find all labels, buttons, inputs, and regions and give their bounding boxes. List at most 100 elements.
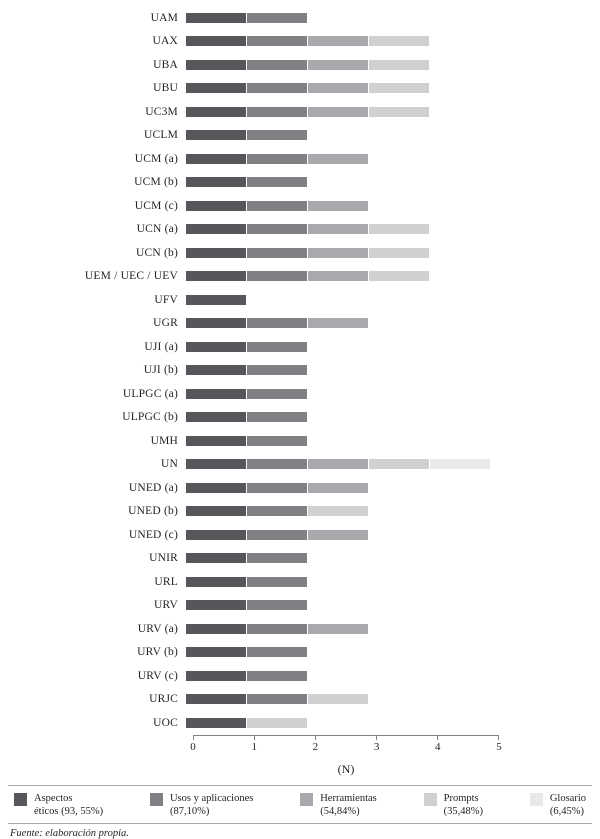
bar-segment-aspectos-eticos (186, 224, 247, 235)
x-axis-label: (N) (337, 761, 355, 776)
bar-segment-usos-y-aplicaciones (247, 365, 308, 376)
bar-segment-usos-y-aplicaciones (247, 435, 308, 446)
bar-segment-aspectos-eticos (186, 670, 247, 681)
bar-segment-usos-y-aplicaciones (247, 36, 308, 47)
bar-segment-prompts (308, 506, 369, 517)
row-label: UJI (a) (144, 340, 178, 353)
bar-segment-aspectos-eticos (186, 412, 247, 423)
legend-swatch-prompts (423, 792, 437, 806)
stacked-bar (186, 294, 247, 305)
chart-row: URV (a) (0, 617, 600, 641)
chart-row: UJI (b) (0, 359, 600, 383)
bar-segment-prompts (369, 59, 430, 70)
legend-swatch-herramientas (300, 792, 314, 806)
chart-row: UBA (0, 53, 600, 77)
bar-segment-herramientas (308, 153, 369, 164)
chart-row: URV (b) (0, 641, 600, 665)
tick-label: 5 (496, 740, 502, 753)
row-label: URV (a) (137, 622, 178, 635)
tick-mark (192, 735, 194, 740)
legend-item: Glosario (6,45%) (529, 792, 586, 818)
bar-segment-aspectos-eticos (186, 294, 247, 305)
legend-label-line1: Glosario (549, 792, 586, 804)
legend-item: Usos y aplicaciones (87,10%) (149, 792, 253, 818)
bar-segment-aspectos-eticos (186, 271, 247, 282)
bar-segment-aspectos-eticos (186, 106, 247, 117)
chart-row: UGR (0, 312, 600, 336)
legend-label-line2: (54,84%) (320, 805, 360, 817)
bar-segment-aspectos-eticos (186, 318, 247, 329)
bar-segment-aspectos-eticos (186, 59, 247, 70)
chart-row: UCN (b) (0, 241, 600, 265)
bar-segment-usos-y-aplicaciones (247, 200, 308, 211)
row-label: ULPGC (a) (122, 387, 178, 400)
stacked-bar (186, 365, 308, 376)
bar-segment-usos-y-aplicaciones (247, 59, 308, 70)
stacked-bar (186, 59, 430, 70)
chart-row: UCN (a) (0, 218, 600, 242)
stacked-bar (186, 553, 308, 564)
chart-row: ULPGC (a) (0, 382, 600, 406)
row-label: URV (c) (137, 669, 178, 682)
row-label: UAM (150, 11, 178, 24)
bar-segment-aspectos-eticos (186, 12, 247, 23)
row-label: UGR (153, 317, 178, 330)
row-label: UCM (a) (134, 152, 178, 165)
bar-segment-usos-y-aplicaciones (247, 177, 308, 188)
row-label: UBU (153, 82, 178, 95)
bar-segment-aspectos-eticos (186, 200, 247, 211)
bar-segment-usos-y-aplicaciones (247, 106, 308, 117)
chart-row: UNIR (0, 547, 600, 571)
bar-segment-aspectos-eticos (186, 177, 247, 188)
legend-label-line1: Herramientas (320, 792, 377, 804)
chart-row: ULPGC (b) (0, 406, 600, 430)
bar-segment-usos-y-aplicaciones (247, 576, 308, 587)
bar-segment-herramientas (308, 247, 369, 258)
chart-row: URV (c) (0, 664, 600, 688)
bar-segment-usos-y-aplicaciones (247, 341, 308, 352)
bar-segment-prompts (369, 106, 430, 117)
bar-segment-aspectos-eticos (186, 341, 247, 352)
bar-segment-aspectos-eticos (186, 247, 247, 258)
bar-segment-usos-y-aplicaciones (247, 412, 308, 423)
legend-label-line2: (6,45%) (549, 805, 584, 817)
bar-segment-herramientas (308, 200, 369, 211)
stacked-bar (186, 318, 369, 329)
bar-segment-aspectos-eticos (186, 435, 247, 446)
stacked-bar (186, 341, 308, 352)
bar-segment-usos-y-aplicaciones (247, 318, 308, 329)
bar-segment-usos-y-aplicaciones (247, 623, 308, 634)
bar-segment-aspectos-eticos (186, 529, 247, 540)
row-label: UCLM (143, 129, 178, 142)
stacked-bar (186, 506, 369, 517)
bar-segment-aspectos-eticos (186, 388, 247, 399)
row-label: URV (154, 599, 178, 612)
row-label: UAX (152, 35, 178, 48)
chart-row: UJI (a) (0, 335, 600, 359)
bar-segment-prompts (369, 36, 430, 47)
bar-segment-usos-y-aplicaciones (247, 271, 308, 282)
chart-row: UNED (a) (0, 476, 600, 500)
legend-label: Aspectos éticos (93, 55%) (34, 792, 103, 818)
stacked-bar (186, 623, 369, 634)
legend-label-line2: (35,48%) (443, 805, 483, 817)
bar-segment-usos-y-aplicaciones (247, 600, 308, 611)
bar-segment-herramientas (308, 83, 369, 94)
chart-row: UCLM (0, 124, 600, 148)
stacked-bar (186, 106, 430, 117)
stacked-bar (186, 670, 308, 681)
chart-row: UAX (0, 30, 600, 54)
bar-segment-herramientas (308, 36, 369, 47)
legend-label-line2: (87,10%) (169, 805, 210, 817)
row-label: UJI (b) (143, 364, 178, 377)
bar-segment-aspectos-eticos (186, 130, 247, 141)
row-label: UCN (a) (136, 223, 178, 236)
bar-segment-aspectos-eticos (186, 623, 247, 634)
bar-segment-glosario (430, 459, 491, 470)
stacked-bar (186, 459, 491, 470)
stacked-bar (186, 435, 308, 446)
stacked-bar (186, 224, 430, 235)
legend-label: Prompts (35,48%) (444, 792, 483, 818)
tick-mark (498, 735, 500, 740)
